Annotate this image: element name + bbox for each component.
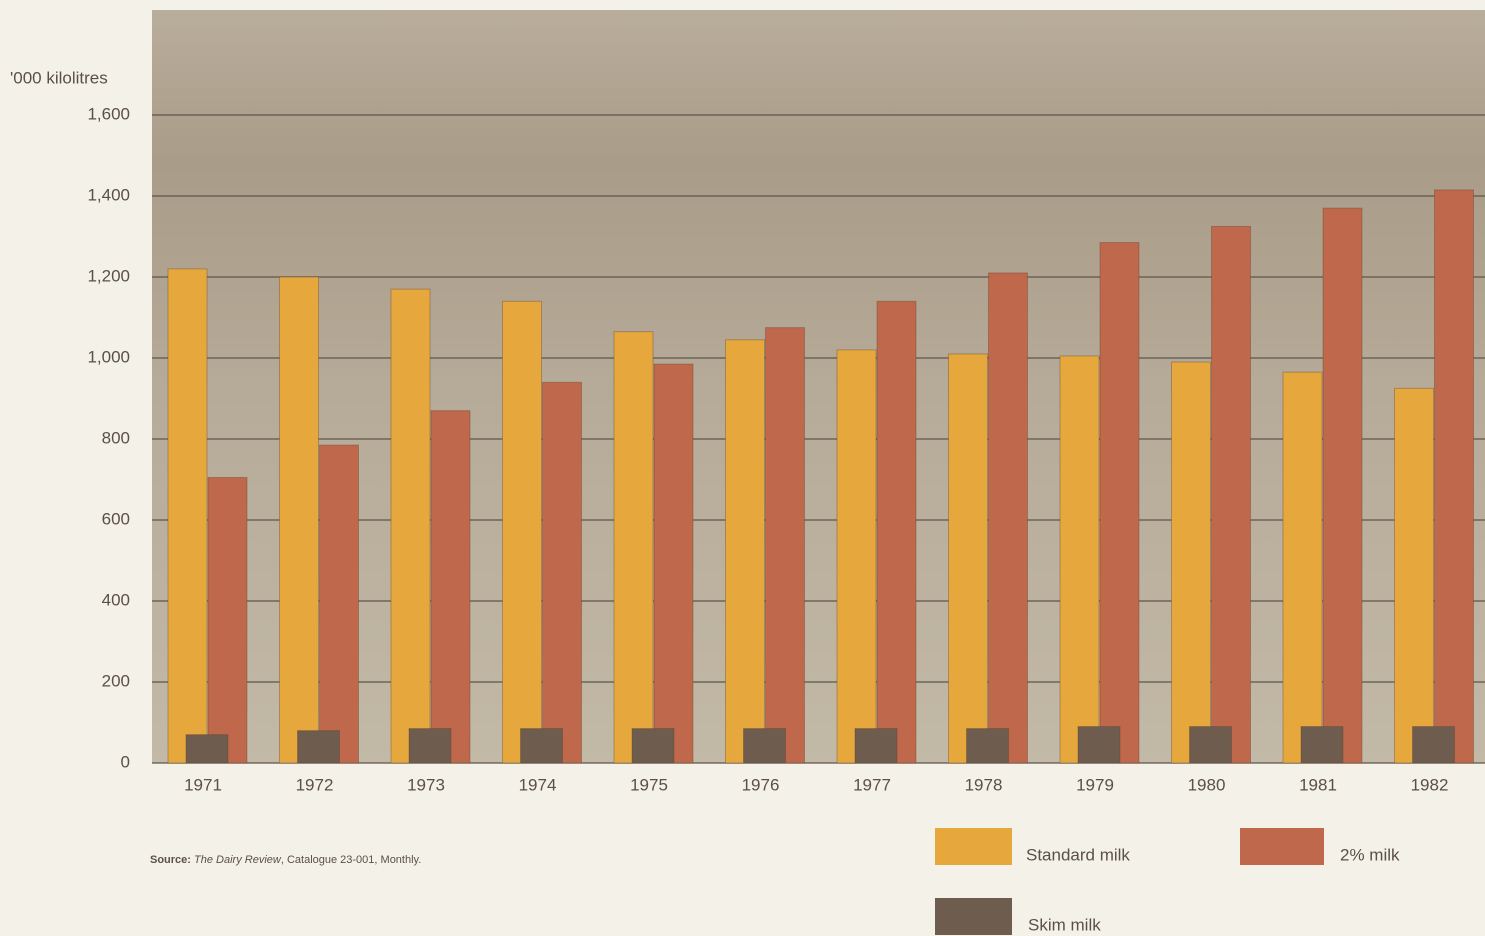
bar xyxy=(430,410,471,764)
bar xyxy=(1059,355,1100,764)
x-tick-label: 1974 xyxy=(519,775,557,794)
y-tick-label: 1,200 xyxy=(87,266,130,285)
y-tick-label: 200 xyxy=(102,671,130,690)
bar xyxy=(319,444,359,764)
y-tick-label: 400 xyxy=(102,590,130,609)
bar xyxy=(725,339,765,764)
x-tick-label: 1981 xyxy=(1299,775,1337,794)
bar xyxy=(408,728,452,764)
bar xyxy=(836,349,877,764)
bar xyxy=(948,353,988,764)
bar xyxy=(876,300,917,764)
bar xyxy=(854,728,898,764)
x-tick-label: 1971 xyxy=(184,775,222,794)
bar xyxy=(613,331,654,764)
bar xyxy=(542,381,582,764)
bar xyxy=(631,728,675,764)
bar xyxy=(653,363,694,764)
bar xyxy=(520,728,563,764)
y-tick-label: 800 xyxy=(102,428,130,447)
bar xyxy=(1412,726,1455,764)
source-title: The Dairy Review xyxy=(194,854,282,866)
bar xyxy=(1189,726,1232,764)
bar xyxy=(1322,207,1363,764)
y-tick-label: 0 xyxy=(121,752,130,771)
bar xyxy=(297,730,340,764)
bar xyxy=(167,268,208,764)
x-tick-label: 1982 xyxy=(1411,775,1449,794)
bar xyxy=(207,476,248,764)
legend-swatch xyxy=(935,828,1012,865)
bar xyxy=(185,734,229,764)
bar xyxy=(390,288,431,764)
bar xyxy=(765,327,805,764)
y-tick-label: 1,400 xyxy=(87,185,130,204)
legend-label: Standard milk xyxy=(1026,845,1130,864)
legend-label: Skim milk xyxy=(1028,915,1101,934)
bar xyxy=(1211,225,1251,764)
bar xyxy=(1434,189,1474,764)
x-tick-label: 1973 xyxy=(407,775,445,794)
legend-swatch xyxy=(1240,828,1324,865)
x-tick-label: 1977 xyxy=(853,775,891,794)
source-rest: , Catalogue 23-001, Monthly. xyxy=(281,854,421,866)
bar xyxy=(988,272,1028,764)
legend-label: 2% milk xyxy=(1340,845,1400,864)
y-tick-label: 1,600 xyxy=(87,104,130,123)
x-tick-label: 1972 xyxy=(296,775,334,794)
bar xyxy=(743,728,786,764)
bar xyxy=(1394,387,1434,764)
bar xyxy=(502,300,542,764)
y-tick-label: 600 xyxy=(102,509,130,528)
bar xyxy=(966,728,1009,764)
bar xyxy=(1077,726,1121,764)
source-note: Source: The Dairy Review, Catalogue 23-0… xyxy=(150,854,421,866)
legend-swatch xyxy=(935,898,1012,935)
y-tick-label: 1,000 xyxy=(87,347,130,366)
background-photo xyxy=(152,10,1485,763)
bar xyxy=(1282,371,1323,764)
x-tick-label: 1980 xyxy=(1188,775,1226,794)
y-axis-label: '000 kilolitres xyxy=(10,68,108,87)
bar xyxy=(1300,726,1344,764)
bar xyxy=(1171,361,1211,764)
source-label: Source: xyxy=(150,854,191,866)
x-tick-label: 1976 xyxy=(742,775,780,794)
x-tick-label: 1978 xyxy=(965,775,1003,794)
bar xyxy=(279,276,319,764)
bar xyxy=(1099,242,1140,764)
x-tick-label: 1979 xyxy=(1076,775,1114,794)
x-tick-label: 1975 xyxy=(630,775,668,794)
